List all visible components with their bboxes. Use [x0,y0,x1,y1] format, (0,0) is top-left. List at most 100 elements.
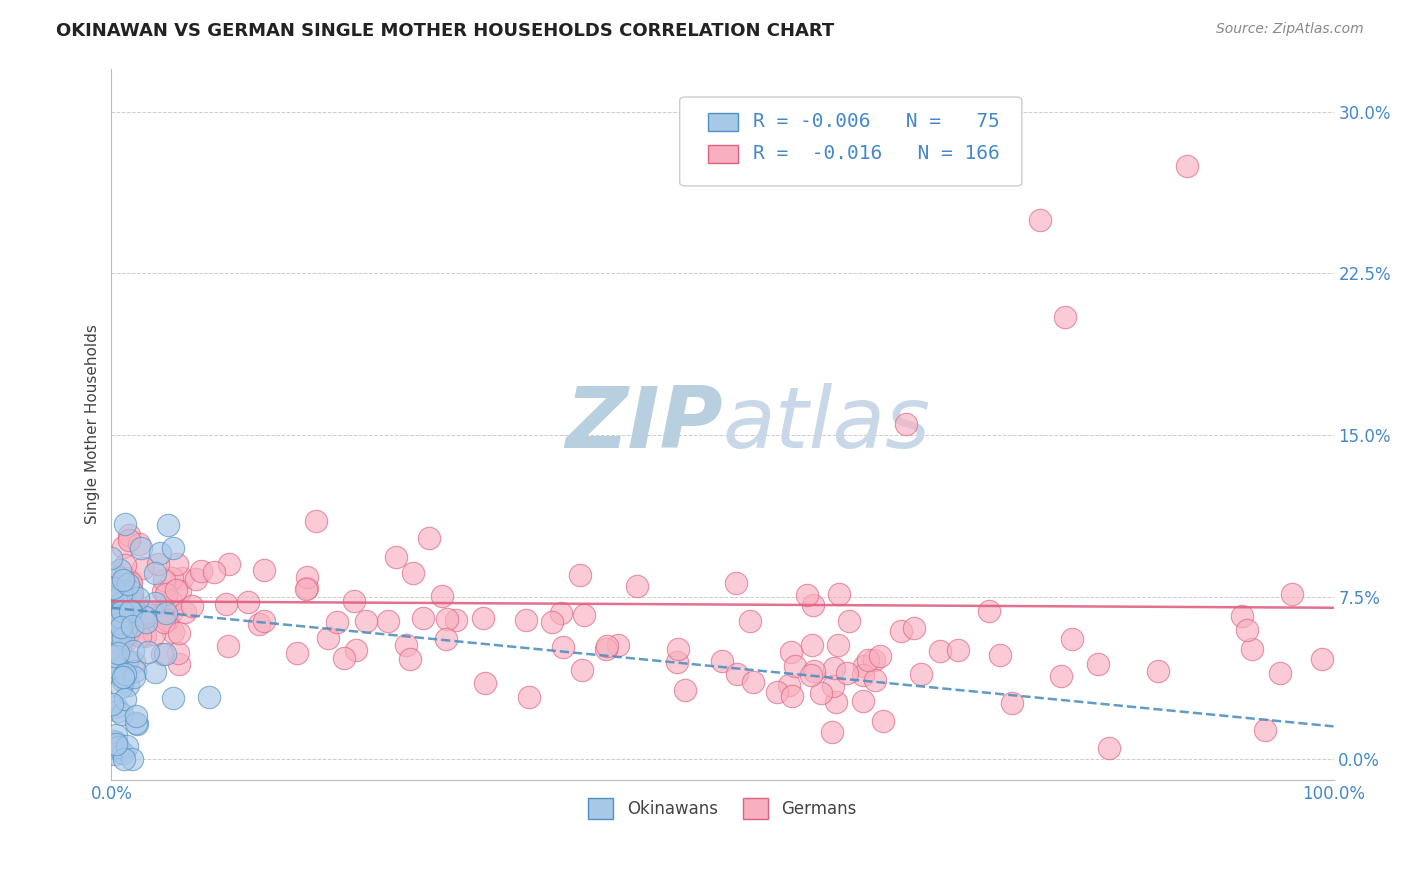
Point [143,627,166,641]
Point [111,595,134,609]
Point [129,541,152,555]
Point [606,638,628,652]
Point [436,612,458,626]
Point [869,648,891,663]
Point [910,667,932,681]
Point [1029,212,1052,227]
Point [108,612,131,626]
Point [740,615,762,629]
Point [103,578,125,592]
Point [112,673,135,688]
Point [894,417,917,432]
Point [872,714,894,729]
Point [118,533,141,548]
Point [110,587,132,601]
Point [146,558,169,572]
Point [103,581,125,595]
Point [104,735,127,749]
Point [169,657,191,671]
Point [1230,609,1253,624]
Point [117,678,139,692]
Point [162,691,184,706]
Point [184,572,207,586]
Point [295,582,318,596]
Point [124,665,146,679]
Point [1281,587,1303,601]
Text: R = -0.006   N =   75: R = -0.006 N = 75 [754,112,1000,131]
Point [101,617,124,632]
Point [152,583,174,598]
Point [153,615,176,629]
Point [305,515,328,529]
Point [571,664,593,678]
Point [354,614,377,628]
Point [103,734,125,748]
Point [101,599,124,614]
Point [180,599,202,613]
Point [253,563,276,577]
Point [856,652,879,666]
Point [595,639,617,653]
Point [134,610,156,624]
Point [153,602,176,616]
Point [114,634,136,648]
Point [285,646,308,660]
Point [104,648,127,663]
Point [120,576,142,591]
Point [214,598,236,612]
Point [121,590,143,604]
Point [100,551,122,566]
Point [160,604,183,618]
Point [104,566,127,580]
Point [434,632,457,646]
Point [121,752,143,766]
Point [115,621,138,635]
Point [666,642,689,657]
Point [108,589,131,603]
Point [117,626,139,640]
Point [107,704,129,718]
Point [122,604,145,618]
Point [828,587,851,601]
Point [107,740,129,755]
Point [115,739,138,754]
Point [122,656,145,670]
Point [153,573,176,587]
Point [112,595,135,609]
Point [103,664,125,678]
Point [135,615,157,629]
Point [132,561,155,575]
Point [104,581,127,595]
Point [135,605,157,619]
Point [852,668,875,682]
Point [541,615,564,629]
Point [103,741,125,756]
Point [1268,666,1291,681]
Point [595,642,617,657]
Point [1236,623,1258,637]
Point [665,655,688,669]
Point [111,746,134,760]
Point [198,690,221,704]
Text: R =  -0.016   N = 166: R = -0.016 N = 166 [754,145,1000,163]
Point [626,579,648,593]
Point [152,647,174,661]
Point [1147,664,1170,678]
Point [825,695,848,709]
Point [863,673,886,687]
Point [202,566,225,580]
Point [295,582,318,597]
Point [165,582,187,597]
Point [821,679,844,693]
Point [104,607,127,621]
Point [115,654,138,668]
Point [253,615,276,629]
Point [780,645,803,659]
Point [107,636,129,650]
Point [471,610,494,624]
Point [325,615,347,629]
Point [111,573,134,587]
Point [166,646,188,660]
Point [105,738,128,752]
Text: ZIP: ZIP [565,383,723,466]
